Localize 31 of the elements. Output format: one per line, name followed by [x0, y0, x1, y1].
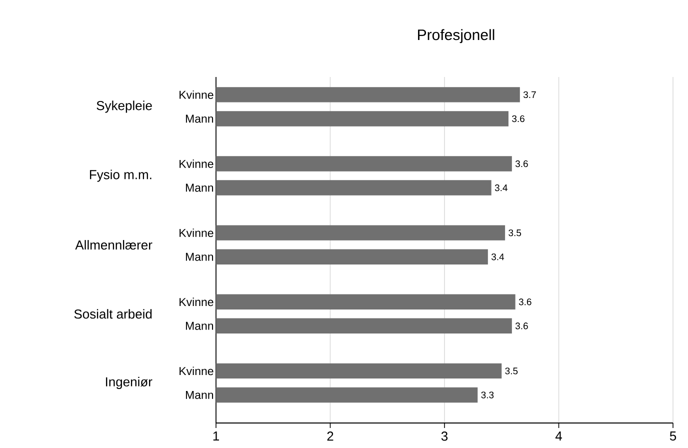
chart-title: Profesjonell: [418, 29, 494, 44]
data-label: 3.6: [518, 298, 532, 306]
x-tick-label: 3: [441, 432, 448, 441]
y-tick-label: Sosialt arbeid: [74, 309, 152, 319]
data-label: 3.5: [508, 229, 522, 236]
x-tick-label: 5: [670, 432, 676, 441]
text: Kvinne: [180, 228, 214, 238]
text: Mann: [186, 184, 214, 192]
x-tick-label: 1: [213, 432, 219, 440]
data-label: 3.6: [512, 115, 524, 122]
text: Kvinne: [180, 298, 214, 306]
series-label: Kvinne: [180, 90, 214, 99]
data-label: 3.5: [505, 368, 518, 374]
y-tick-label: Allmennlærer: [75, 240, 152, 250]
y-tick-label: Fysio m.m.: [90, 170, 152, 182]
y-tick-label: Ingeniør: [106, 376, 152, 390]
data-label: 3.4: [491, 253, 504, 260]
text: Mann: [186, 322, 214, 330]
data-label: 3.6: [515, 322, 528, 330]
x-tick-label: 2: [327, 432, 334, 441]
y-tick-label: Sykepleie: [96, 100, 152, 113]
data-label: 3.7: [523, 91, 536, 98]
data-label: 3.3: [481, 392, 494, 398]
text: Kvinne: [180, 366, 214, 376]
x-tick-label: 4: [555, 432, 562, 440]
text: Mann: [186, 390, 214, 399]
data-label: 3.6: [515, 160, 528, 168]
data-label: 3.4: [494, 184, 508, 192]
series-label: Mann: [186, 114, 214, 123]
text: Mann: [186, 252, 214, 261]
text: Kvinne: [180, 160, 214, 168]
